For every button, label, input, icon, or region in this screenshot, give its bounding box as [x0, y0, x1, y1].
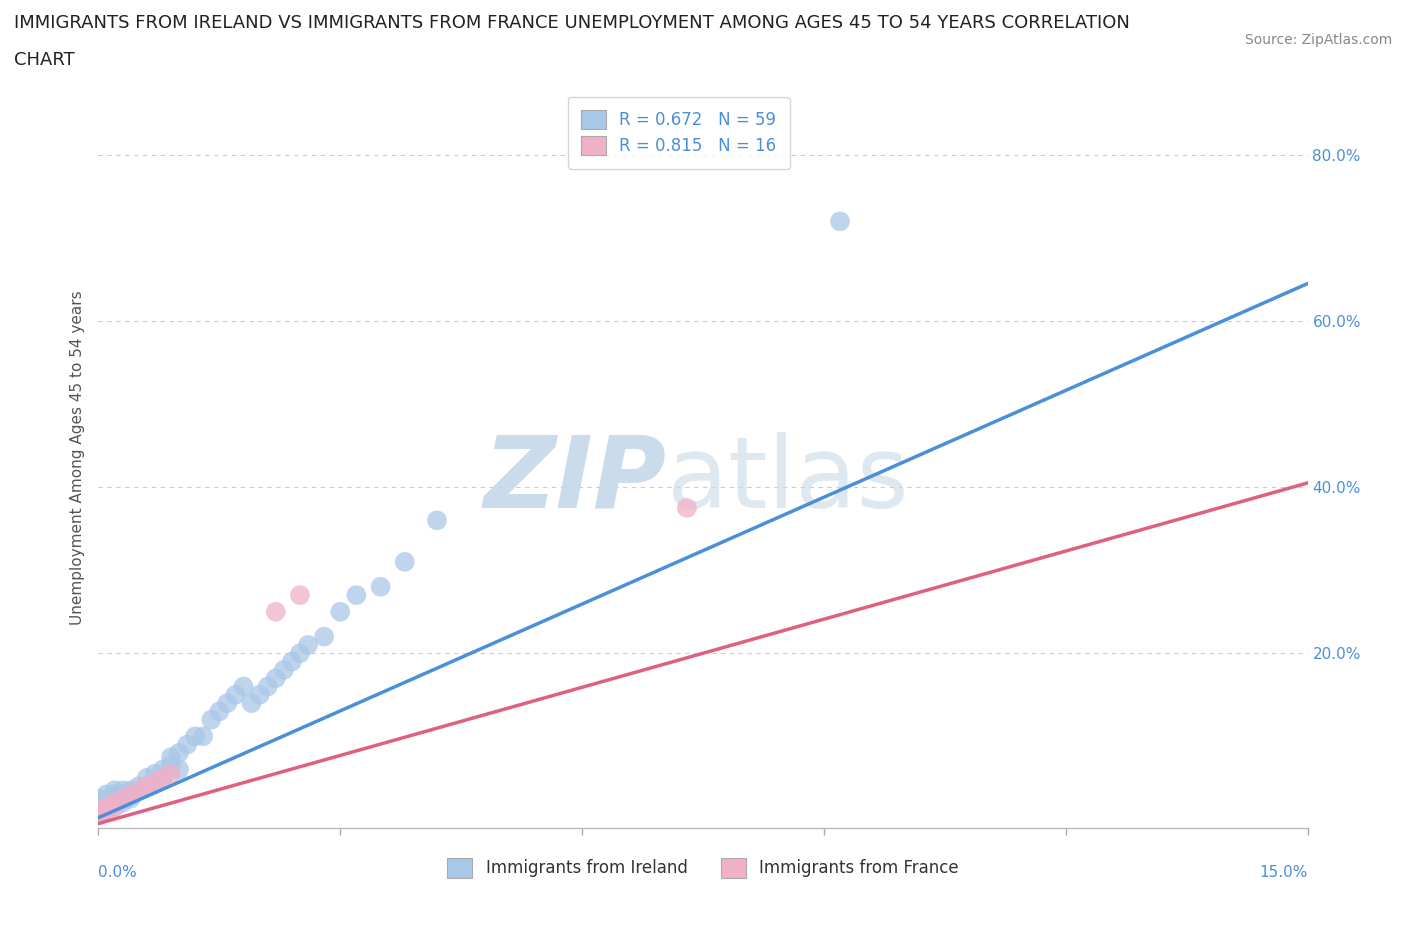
Point: [329, 604, 352, 619]
Point: [96, 804, 118, 818]
Point: [120, 787, 142, 802]
Point: [135, 778, 157, 793]
Point: [273, 662, 295, 677]
Point: [152, 770, 174, 785]
Text: ZIP: ZIP: [484, 432, 666, 529]
Point: [96, 787, 118, 802]
Point: [160, 750, 183, 764]
Text: atlas: atlas: [666, 432, 908, 529]
Point: [96, 800, 118, 815]
Point: [160, 758, 183, 773]
Point: [103, 795, 125, 810]
Point: [828, 214, 851, 229]
Point: [128, 783, 150, 798]
Point: [224, 687, 246, 702]
Point: [240, 696, 263, 711]
Point: [288, 588, 311, 603]
Point: [143, 766, 166, 781]
Point: [200, 712, 222, 727]
Point: [128, 778, 150, 793]
Point: [111, 791, 134, 806]
Point: [143, 775, 166, 790]
Point: [103, 787, 125, 802]
Point: [167, 746, 190, 761]
Point: [217, 696, 239, 711]
Point: [120, 783, 142, 798]
Point: [288, 645, 311, 660]
Point: [143, 775, 166, 790]
Point: [103, 795, 125, 810]
Point: [135, 778, 157, 793]
Point: [135, 770, 157, 785]
Point: [344, 588, 367, 603]
Point: [297, 637, 319, 652]
Point: [264, 671, 287, 685]
Point: [264, 604, 287, 619]
Point: [111, 795, 134, 810]
Point: [103, 791, 125, 806]
Point: [103, 783, 125, 798]
Point: [87, 795, 110, 810]
Point: [208, 704, 231, 719]
Point: [232, 679, 254, 694]
Text: 0.0%: 0.0%: [98, 865, 138, 880]
Point: [111, 791, 134, 806]
Text: IMMIGRANTS FROM IRELAND VS IMMIGRANTS FROM FRANCE UNEMPLOYMENT AMONG AGES 45 TO : IMMIGRANTS FROM IRELAND VS IMMIGRANTS FR…: [14, 14, 1130, 32]
Point: [193, 729, 215, 744]
Text: 15.0%: 15.0%: [1260, 865, 1308, 880]
Point: [314, 630, 336, 644]
Point: [370, 579, 392, 594]
Point: [152, 762, 174, 777]
Point: [87, 804, 110, 818]
Point: [96, 804, 118, 818]
Y-axis label: Unemployment Among Ages 45 to 54 years: Unemployment Among Ages 45 to 54 years: [69, 291, 84, 625]
Point: [103, 800, 125, 815]
Text: Source: ZipAtlas.com: Source: ZipAtlas.com: [1244, 33, 1392, 46]
Point: [281, 654, 304, 669]
Point: [120, 791, 142, 806]
Point: [426, 512, 449, 527]
Point: [111, 783, 134, 798]
Point: [87, 791, 110, 806]
Point: [87, 808, 110, 823]
Point: [167, 762, 190, 777]
Legend: Immigrants from Ireland, Immigrants from France: Immigrants from Ireland, Immigrants from…: [439, 850, 967, 886]
Point: [256, 679, 278, 694]
Point: [96, 800, 118, 815]
Point: [184, 729, 207, 744]
Point: [96, 791, 118, 806]
Point: [87, 804, 110, 818]
Point: [87, 800, 110, 815]
Text: CHART: CHART: [14, 51, 75, 69]
Point: [249, 687, 271, 702]
Point: [120, 787, 142, 802]
Point: [87, 795, 110, 810]
Point: [160, 766, 183, 781]
Point: [87, 804, 110, 818]
Point: [676, 500, 699, 515]
Point: [111, 787, 134, 802]
Point: [96, 795, 118, 810]
Point: [87, 808, 110, 823]
Point: [103, 800, 125, 815]
Point: [152, 770, 174, 785]
Point: [394, 554, 416, 569]
Point: [176, 737, 198, 752]
Point: [128, 783, 150, 798]
